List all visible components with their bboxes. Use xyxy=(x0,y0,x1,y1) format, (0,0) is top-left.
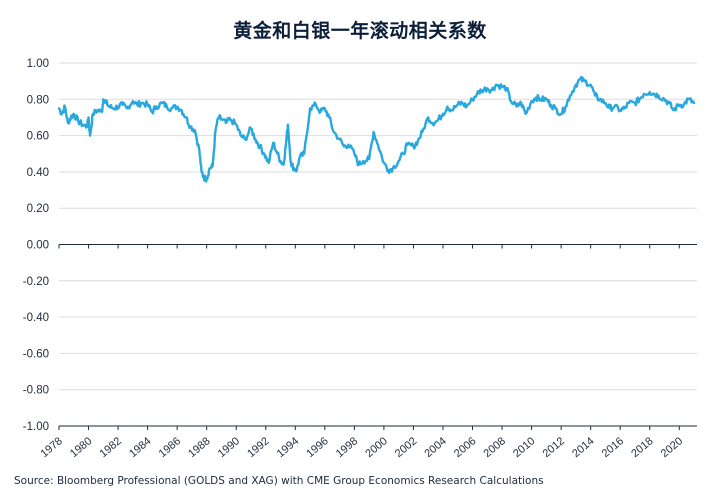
x-tick-label: 2004 xyxy=(422,435,448,460)
x-tick-label: 2010 xyxy=(511,435,537,460)
y-tick-label: 0.20 xyxy=(27,203,49,215)
x-tick-label: 2016 xyxy=(600,435,626,460)
y-tick-label: 0.80 xyxy=(27,94,49,106)
x-tick-label: 2000 xyxy=(363,435,389,460)
axes xyxy=(58,244,697,430)
source-note: Source: Bloomberg Professional (GOLDS an… xyxy=(14,475,544,487)
y-tick-label: -1.00 xyxy=(23,421,49,433)
y-tick-label: -0.40 xyxy=(23,312,49,324)
x-tick-label: 2002 xyxy=(393,435,419,460)
y-tick-label: -0.60 xyxy=(23,348,49,360)
x-tick-label: 2018 xyxy=(629,435,655,460)
y-tick-label: 0.60 xyxy=(27,131,49,143)
y-tick-label: 0.40 xyxy=(27,167,49,179)
series-line-correlation xyxy=(57,75,696,183)
x-tick-label: 1992 xyxy=(245,435,271,460)
x-tick-label: 1984 xyxy=(127,435,153,460)
x-tick-label: 2006 xyxy=(452,435,478,460)
x-tick-label: 1990 xyxy=(216,435,242,460)
series-layer xyxy=(57,75,696,183)
chart-plot: 1.00 0.80 0.60 0.40 0.20 0.00 -0.20 -0.40 -0.60 -… xyxy=(23,58,697,460)
x-tick-label: 1978 xyxy=(38,435,64,460)
y-axis-ticks: 1.00 0.80 0.60 0.40 0.20 0.00 -0.20 -0.40 -0.60 -… xyxy=(23,58,49,433)
chart-title: 黄金和白银一年滚动相关系数 xyxy=(233,20,487,42)
x-tick-label: 2012 xyxy=(541,435,567,460)
x-tick-label: 1994 xyxy=(275,435,301,460)
x-tick-label: 1982 xyxy=(98,435,124,460)
x-tick-label: 2008 xyxy=(482,435,508,460)
x-tick-label: 2014 xyxy=(570,435,596,460)
x-tick-label: 1998 xyxy=(334,435,360,460)
x-tick-label: 1986 xyxy=(157,435,183,460)
y-tick-label: -0.80 xyxy=(23,385,49,397)
x-tick-label: 1980 xyxy=(68,435,94,460)
x-axis-ticks: 1978 1980 1982 1984 1986 1988 1990 1992 1994 1996… xyxy=(38,435,685,460)
y-tick-label: -0.20 xyxy=(23,276,49,288)
x-tick-label: 1996 xyxy=(304,435,330,460)
y-tick-label: 0.00 xyxy=(27,240,49,252)
y-tick-label: 1.00 xyxy=(27,58,49,70)
x-tick-label: 1988 xyxy=(186,435,212,460)
x-tick-label: 2020 xyxy=(659,435,685,460)
